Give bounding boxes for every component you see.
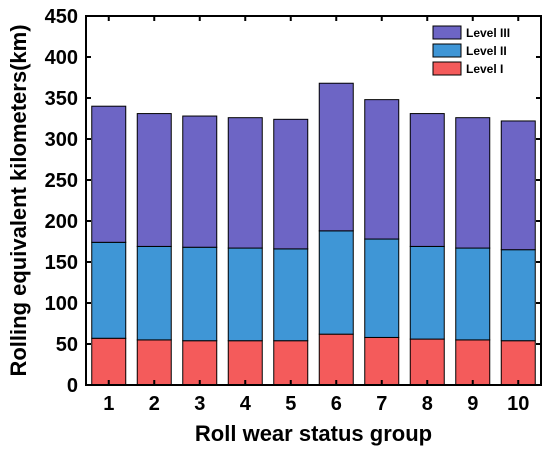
legend-label-level-ii: Level II (466, 44, 507, 58)
x-tick-label: 2 (149, 393, 160, 415)
bar-segment-level-iii-group-3 (182, 115, 218, 248)
bar-segment-level-i-group-5 (273, 340, 309, 386)
bar-segment-level-ii-group-4 (227, 247, 263, 342)
x-tick-label: 7 (376, 393, 387, 415)
y-tick-label: 150 (45, 252, 78, 274)
plot-area-frame (85, 15, 542, 386)
bar-segment-level-ii-group-6 (318, 230, 354, 335)
y-tick-label: 50 (56, 334, 78, 356)
x-tick-label: 6 (331, 393, 342, 415)
y-tick-label: 200 (45, 211, 78, 233)
y-tick-label: 300 (45, 129, 78, 151)
bar-segment-level-i-group-10 (500, 340, 536, 386)
bar-segment-level-ii-group-3 (182, 246, 218, 342)
bar-segment-level-ii-group-2 (136, 245, 172, 341)
bar-segment-level-i-group-7 (364, 336, 400, 386)
bar-segment-level-iii-group-7 (364, 99, 400, 240)
bar-segment-level-ii-group-8 (409, 245, 445, 340)
bar-segment-level-iii-group-5 (273, 118, 309, 250)
y-tick-label: 250 (45, 170, 78, 192)
bar-segment-level-ii-group-10 (500, 249, 536, 342)
bar-segment-level-ii-group-5 (273, 248, 309, 342)
bar-segment-level-i-group-3 (182, 340, 218, 386)
y-tick-label: 450 (45, 6, 78, 28)
y-tick-label: 350 (45, 88, 78, 110)
x-tick-label: 10 (507, 393, 529, 415)
bar-segment-level-i-group-2 (136, 339, 172, 386)
bar-segment-level-iii-group-2 (136, 113, 172, 247)
bar-segment-level-ii-group-7 (364, 238, 400, 338)
bar-segment-level-iii-group-6 (318, 82, 354, 232)
x-axis-title: Roll wear status group (195, 421, 432, 446)
x-tick-label: 9 (467, 393, 478, 415)
axis-ticks: 0 50 100 150 200 250 300 350 400 450 1 2 3 4 5 6 7 8 9 10 (45, 6, 541, 415)
bar-segment-level-iii-group-9 (455, 117, 491, 249)
bar-segment-level-i-group-4 (227, 340, 263, 386)
legend-swatch-level-i (432, 61, 462, 76)
bar-segment-level-ii-group-1 (91, 241, 127, 339)
y-tick-label: 100 (45, 293, 78, 315)
legend-label-level-i: Level I (466, 62, 503, 76)
legend-swatch-level-iii (432, 25, 462, 40)
x-tick-label: 8 (422, 393, 433, 415)
bar-segment-level-iii-group-8 (409, 113, 445, 247)
x-tick-label: 4 (240, 393, 252, 415)
bar-segment-level-i-group-9 (455, 339, 491, 386)
bar-segment-level-iii-group-4 (227, 117, 263, 249)
bar-segment-level-iii-group-10 (500, 120, 536, 251)
y-tick-label: 0 (67, 375, 78, 397)
y-axis-title: Rolling equivalent kilometers(km) (6, 24, 31, 376)
bar-segment-level-i-group-8 (409, 338, 445, 386)
legend-label-level-iii: Level III (466, 26, 510, 40)
x-tick-label: 1 (103, 393, 114, 415)
bar-segment-level-i-group-6 (318, 333, 354, 386)
legend: Level III Level II Level I (432, 25, 510, 76)
y-tick-label: 400 (45, 47, 78, 69)
x-tick-label: 5 (285, 393, 296, 415)
legend-swatch-level-ii (432, 43, 462, 58)
x-tick-label: 3 (194, 393, 205, 415)
bar-segment-level-ii-group-9 (455, 247, 491, 341)
bar-segment-level-i-group-1 (91, 337, 127, 386)
bar-segment-level-iii-group-1 (91, 105, 127, 243)
bars-layer (91, 82, 536, 386)
